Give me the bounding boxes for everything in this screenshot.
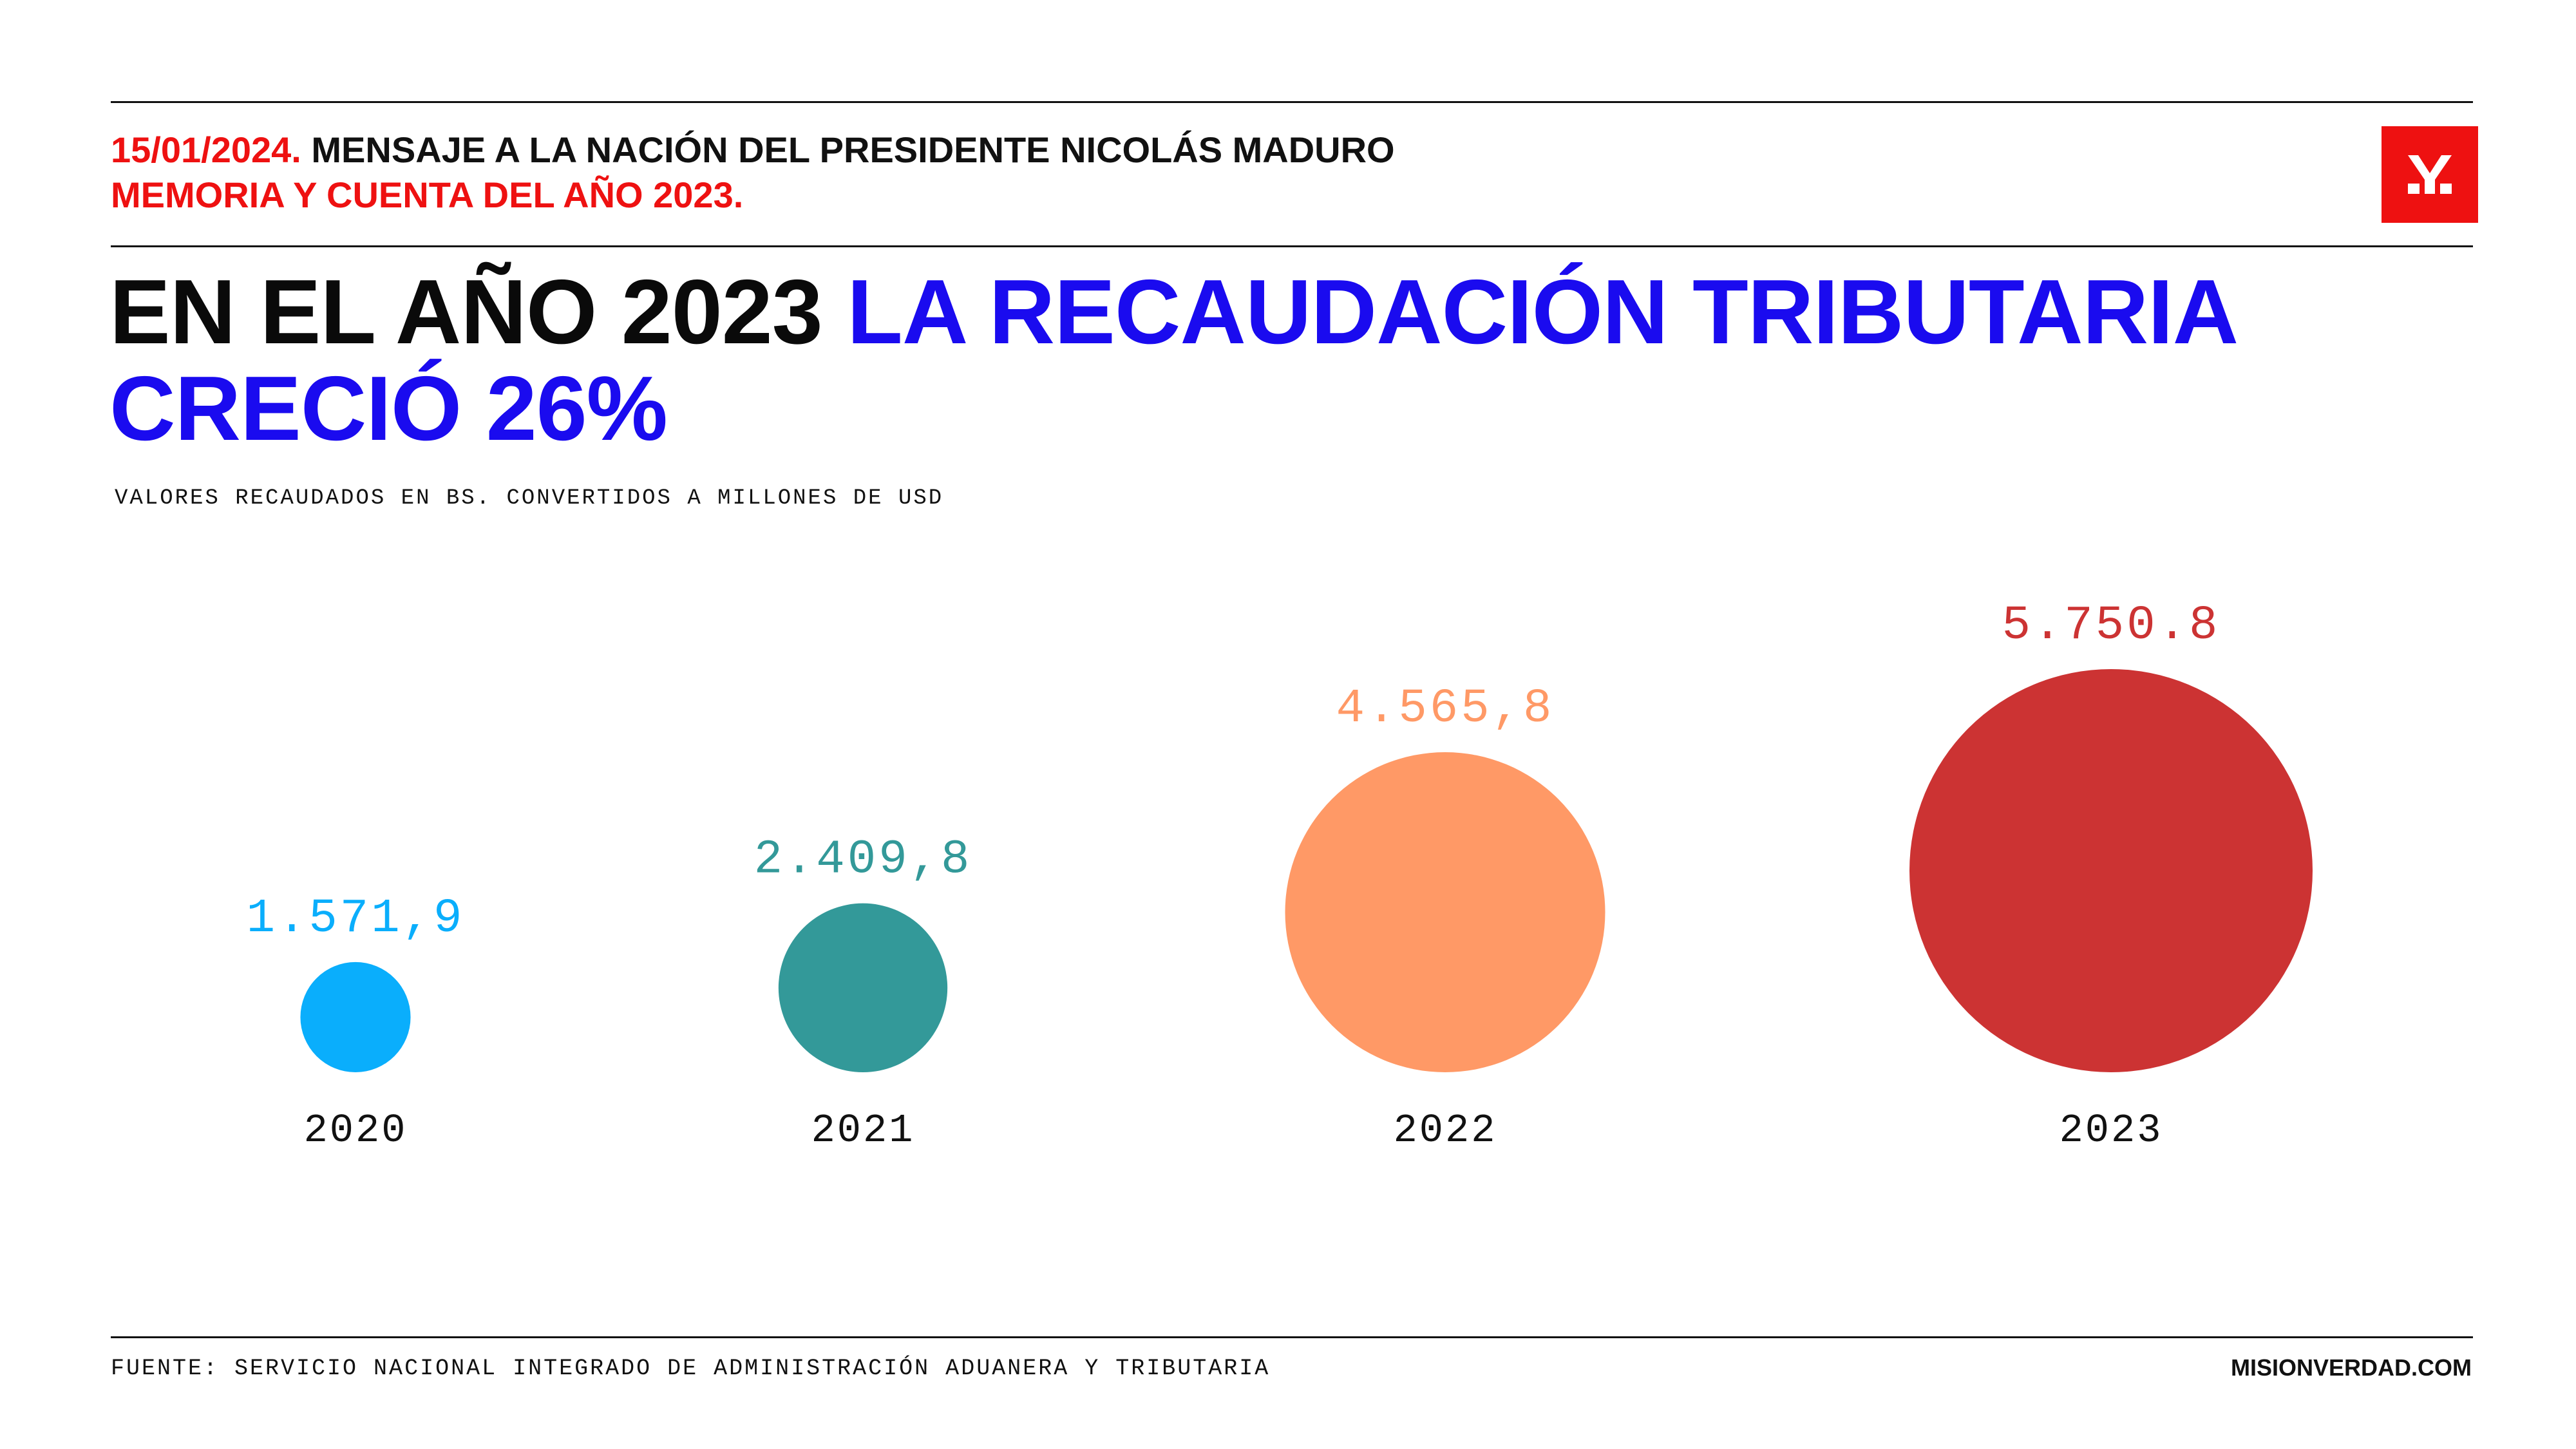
headline: EN EL AÑO 2023 LA RECAUDACIÓN TRIBUTARIA… xyxy=(109,264,2363,457)
mision-verdad-logo-icon[interactable] xyxy=(2382,126,2478,223)
category-label-2021: 2021 xyxy=(811,1108,915,1153)
headline-part-2: LA RECAUDACIÓN TRIBUTARIA xyxy=(847,261,2239,363)
value-label-2021: 2.409,8 xyxy=(754,833,972,887)
category-label-2023: 2023 xyxy=(2060,1108,2163,1153)
footer-rule xyxy=(111,1336,2473,1338)
value-label-2020: 1.571,9 xyxy=(247,892,465,946)
bubble-2023 xyxy=(1909,669,2313,1072)
header: 15/01/2024. MENSAJE A LA NACIÓN DEL PRES… xyxy=(111,128,1395,218)
category-label-2020: 2020 xyxy=(304,1108,408,1153)
header-date: 15/01/2024. xyxy=(111,129,301,170)
header-line-1: 15/01/2024. MENSAJE A LA NACIÓN DEL PRES… xyxy=(111,128,1395,173)
bubble-2020 xyxy=(300,961,411,1073)
header-line-2: MEMORIA Y CUENTA DEL AÑO 2023. xyxy=(111,175,744,215)
bubble-2021 xyxy=(778,903,948,1072)
top-rule xyxy=(111,101,2473,103)
header-message: MENSAJE A LA NACIÓN DEL PRESIDENTE NICOL… xyxy=(311,129,1395,170)
chart-subtitle: VALORES RECAUDADOS EN BS. CONVERTIDOS A … xyxy=(115,486,944,511)
header-rule xyxy=(111,245,2473,247)
headline-part-3: CRECIÓ 26% xyxy=(109,357,668,460)
logo-glyph-icon xyxy=(2408,155,2452,194)
site-link[interactable]: MISIONVERDAD.COM xyxy=(2230,1354,2472,1381)
headline-part-1: EN EL AÑO 2023 xyxy=(109,261,848,363)
value-label-2022: 4.565,8 xyxy=(1336,682,1555,736)
source-note: FUENTE: SERVICIO NACIONAL INTEGRADO DE A… xyxy=(111,1356,1271,1381)
bubble-2022 xyxy=(1285,752,1605,1072)
category-label-2022: 2022 xyxy=(1394,1108,1497,1153)
value-label-2023: 5.750.8 xyxy=(2002,599,2221,653)
